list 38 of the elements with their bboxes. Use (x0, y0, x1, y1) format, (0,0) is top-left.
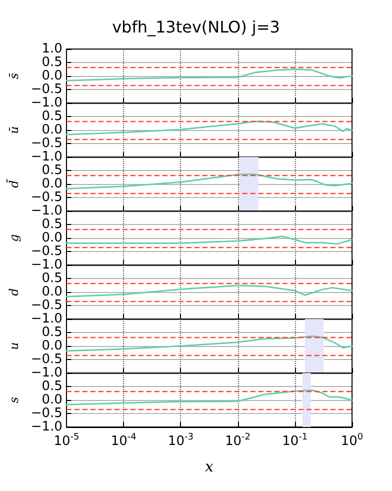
y-axis-title: u (7, 342, 21, 350)
y-axis-title: ū (7, 126, 21, 134)
y-axis-title: s (7, 396, 21, 404)
y-axis-title: d̄ (6, 178, 21, 188)
y-tick-label: −1.0 (30, 204, 62, 218)
chart-title: vbfh_13tev(NLO) j=3 (112, 18, 280, 36)
y-axis-title: g (7, 234, 21, 242)
y-tick-label: −1.0 (30, 96, 62, 110)
x-axis-title: x (205, 458, 214, 476)
y-tick-label: 0.5 (42, 109, 62, 124)
y-tick-label: 0.0 (42, 284, 62, 300)
y-tick-label: 0.5 (42, 271, 62, 286)
y-tick-label: 0.0 (42, 392, 62, 408)
y-tick-label: 0.5 (42, 217, 62, 232)
y-tick-label: 1.0 (42, 42, 62, 56)
y-tick-label: −1.0 (30, 420, 62, 434)
y-tick-label: −1.0 (30, 366, 62, 380)
y-tick-label: 0.5 (42, 163, 62, 178)
y-axis-title: d (7, 288, 21, 296)
y-tick-label: −0.5 (30, 406, 62, 421)
y-tick-label: −0.5 (30, 190, 62, 205)
y-tick-label: −0.5 (30, 136, 62, 151)
y-tick-label: −1.0 (30, 150, 62, 164)
y-tick-label: −0.5 (30, 352, 62, 367)
y-tick-label: 0.0 (42, 230, 62, 246)
y-tick-label: 0.5 (42, 379, 62, 394)
y-tick-label: 0.0 (42, 122, 62, 138)
y-tick-label: −1.0 (30, 312, 62, 326)
y-tick-label: −0.5 (30, 244, 62, 259)
y-tick-label: −0.5 (30, 298, 62, 313)
y-tick-label: 0.5 (42, 55, 62, 70)
y-tick-label: −0.5 (30, 82, 62, 97)
y-axis-title: s̄ (7, 72, 21, 80)
y-tick-label: 0.5 (42, 325, 62, 340)
y-tick-label: 0.0 (42, 176, 62, 192)
y-tick-label: 0.0 (42, 338, 62, 354)
y-tick-label: −1.0 (30, 258, 62, 272)
y-tick-label: 0.0 (42, 68, 62, 84)
